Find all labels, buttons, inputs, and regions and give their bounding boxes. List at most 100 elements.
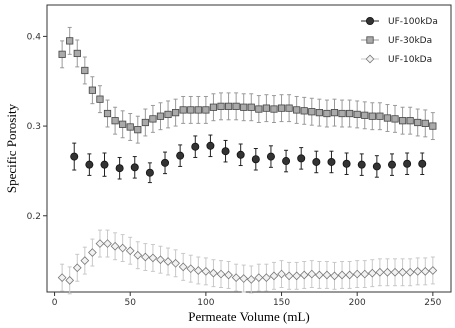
data-point [361,111,369,119]
data-point [119,120,127,128]
legend-label: UF-10kDa [388,55,432,65]
data-point [300,107,308,115]
data-point [383,267,392,277]
data-point [312,157,321,166]
data-point [80,256,90,265]
data-point [163,257,173,266]
data-point [96,95,104,103]
data-point [58,50,66,58]
legend-marker [366,36,374,44]
y-tick-label: 0.3 [27,122,41,132]
data-point [391,115,399,123]
data-point [72,263,82,273]
series-uf-10kda [57,229,438,295]
data-point [130,163,139,172]
data-point [88,248,97,257]
data-point [262,104,271,112]
data-point [57,273,67,283]
data-point [103,239,112,248]
data-point [345,270,354,280]
data-point [285,104,293,112]
x-tick-label: 250 [424,298,441,308]
data-point [322,270,332,280]
data-point [292,271,302,281]
y-tick-label: 0.4 [27,32,42,42]
data-point [118,243,128,253]
data-point [187,106,195,114]
y-tick-label: 0.2 [27,212,41,222]
data-point [125,246,135,256]
data-point [217,102,225,110]
data-point [202,106,210,114]
data-point [126,123,134,131]
data-point [141,118,149,127]
data-point [266,152,275,161]
data-point [115,164,124,173]
data-point [193,266,203,275]
data-point [368,112,376,120]
data-point [246,275,256,284]
data-point [315,109,323,117]
series-uf-100kda [70,134,427,184]
data-point [375,267,385,277]
data-point [277,104,286,112]
data-point [299,270,309,280]
x-axis-title: Permeate Volume (mL) [188,309,310,324]
data-point [372,162,381,171]
data-point [398,267,407,277]
data-point [236,150,245,159]
data-point [398,117,407,125]
legend-marker [365,16,374,25]
data-point [156,112,165,120]
data-point [156,255,165,265]
data-point [357,160,366,169]
data-point [270,105,278,113]
legend-label: UF-100kDa [388,17,438,27]
data-point [390,267,400,277]
data-point [403,159,412,168]
data-point [134,126,142,134]
y-axis-title: Specific Porosity [4,103,19,193]
data-point [172,109,180,117]
legend-label: UF-30kDa [388,36,432,46]
data-point [85,160,94,169]
data-point [111,117,119,125]
data-point [282,157,291,166]
data-point [171,258,180,268]
series-uf-30kda [58,26,437,144]
data-point [330,271,339,281]
data-point [428,266,438,275]
data-point [133,250,143,260]
data-point [338,109,346,118]
x-tick-label: 150 [273,298,290,308]
data-point [179,106,187,114]
x-tick-label: 200 [349,298,366,308]
x-tick-label: 0 [52,298,58,308]
data-point [224,270,233,280]
data-point [353,110,361,119]
data-point [66,37,74,45]
data-point [420,267,430,276]
data-point [418,159,427,168]
data-point [88,86,96,94]
data-point [284,271,294,281]
data-point [161,158,170,167]
data-point [352,269,362,279]
data-point [413,267,423,276]
data-point [100,160,109,169]
data-point [327,157,336,166]
data-point [387,160,396,169]
data-point [206,141,215,150]
data-point [178,262,188,272]
x-axis-ticks: 0 50 100 150 200 250 [52,292,442,308]
data-point [346,109,354,118]
x-tick-label: 50 [124,298,136,308]
data-point [145,168,154,177]
data-point [269,271,279,281]
data-point [342,159,351,168]
data-point [216,269,226,279]
data-point [81,66,89,75]
data-point [414,118,422,127]
data-point [330,109,339,117]
